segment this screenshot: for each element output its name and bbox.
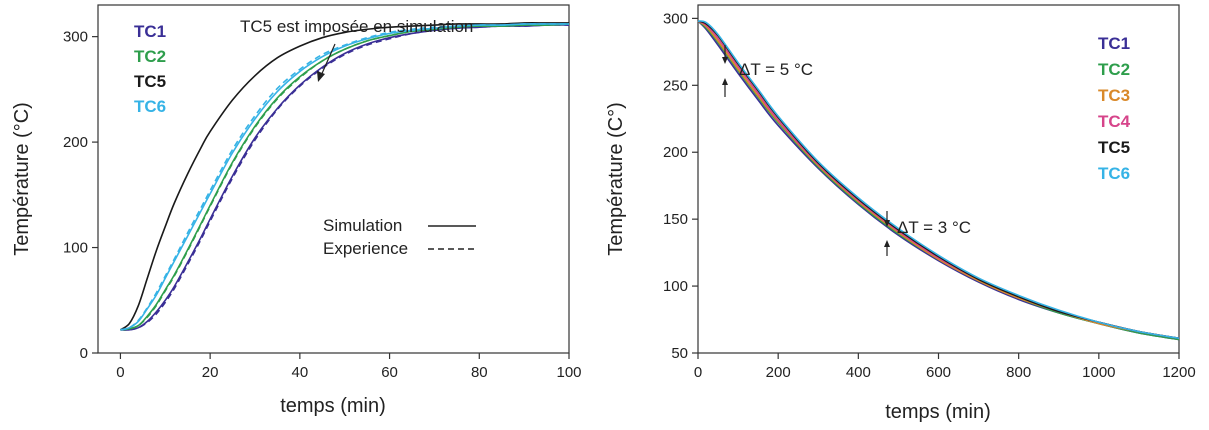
- y-ticks-right: 50 100 150 200 250 300: [663, 10, 698, 362]
- y-tick-label: 200: [663, 144, 688, 161]
- x-tick-label: 1200: [1162, 364, 1195, 381]
- legend-item-tc5: TC5: [134, 72, 166, 91]
- plot-frame-left: [97, 4, 570, 354]
- annotation-tc5-text: TC5 est imposée en simulation: [240, 17, 473, 36]
- x-tick-label: 200: [766, 364, 791, 381]
- legend-item-tc1: TC1: [134, 22, 166, 41]
- delta-5-arrowhead-top: [722, 57, 728, 64]
- delta-5-text: ΔT = 5 °C: [739, 60, 813, 79]
- y-tick-label: 0: [80, 345, 88, 362]
- y-tick-label: 100: [663, 278, 688, 295]
- legend-item-tc1: TC1: [1098, 34, 1130, 53]
- y-tick-label: 150: [663, 211, 688, 228]
- legend-item-tc5: TC5: [1098, 138, 1130, 157]
- y-ticks-left: 0 100 200 300: [63, 29, 98, 362]
- y-tick-label: 300: [663, 10, 688, 27]
- x-axis-title-left: temps (min): [280, 395, 386, 417]
- series-line-tc6: [697, 20, 1180, 340]
- annotation-tc5-arrowhead: [317, 71, 325, 82]
- x-tick-label: 80: [471, 364, 488, 381]
- delta-5-arrowhead-bottom: [722, 78, 728, 85]
- legend-item-tc6: TC6: [134, 97, 166, 116]
- x-tick-label: 100: [556, 364, 581, 381]
- series-left: [119, 22, 570, 331]
- x-tick-label: 800: [1006, 364, 1031, 381]
- x-tick-label: 1000: [1082, 364, 1115, 381]
- legend-item-tc4: TC4: [1098, 112, 1131, 131]
- annotation-delta-5: ΔT = 5 °C: [722, 45, 813, 97]
- series-line-tc2-simulation: [120, 23, 570, 331]
- y-tick-label: 100: [63, 240, 88, 257]
- series-line-tc6-simulation: [120, 23, 569, 331]
- annotation-delta-3: ΔT = 3 °C: [884, 211, 971, 256]
- legend-right: TC1 TC2 TC3 TC4 TC5 TC6: [1098, 34, 1131, 183]
- series-line-tc6-experience: [120, 23, 569, 331]
- annotation-tc5: TC5 est imposée en simulation: [240, 17, 473, 82]
- series-line-tc1-experience: [120, 24, 570, 331]
- legend-item-tc2: TC2: [1098, 60, 1130, 79]
- series-line-tc1-simulation: [120, 24, 570, 331]
- x-tick-label: 0: [694, 364, 702, 381]
- legend-item-tc2: TC2: [134, 47, 166, 66]
- delta-3-arrowhead-bottom: [884, 240, 890, 247]
- legend-item-tc6: TC6: [1098, 164, 1130, 183]
- x-tick-label: 60: [381, 364, 398, 381]
- series-line-tc2-experience: [120, 23, 570, 331]
- x-tick-label: 40: [292, 364, 309, 381]
- x-tick-label: 0: [116, 364, 124, 381]
- y-tick-label: 250: [663, 77, 688, 94]
- series-line-tc5-simulation: [119, 22, 569, 331]
- x-ticks-left: 0 20 40 60 80 100: [116, 353, 582, 381]
- x-ticks-right: 0 200 400 600 800 1000 1200: [694, 353, 1196, 381]
- delta-3-arrowhead-top: [884, 220, 890, 227]
- y-tick-label: 200: [63, 134, 88, 151]
- x-axis-title-right: temps (min): [885, 401, 991, 423]
- y-tick-label: 300: [63, 29, 88, 46]
- y-axis-title-right: Température (C°): [605, 102, 627, 256]
- x-tick-label: 600: [926, 364, 951, 381]
- x-tick-label: 20: [202, 364, 219, 381]
- x-tick-label: 400: [846, 364, 871, 381]
- series-right: [697, 20, 1180, 341]
- y-axis-title-left: Température (°C): [11, 102, 33, 256]
- legend-left: TC1 TC2 TC5 TC6: [134, 22, 166, 116]
- style-legend-experience-label: Experience: [323, 239, 408, 258]
- style-legend: Simulation Experience: [323, 216, 476, 258]
- chart-right: 0 200 400 600 800 1000 1200 50100150200250300 …: [605, 4, 1196, 423]
- delta-3-text: ΔT = 3 °C: [897, 218, 971, 237]
- annotation-tc5-arrow: [319, 43, 336, 79]
- style-legend-simulation-label: Simulation: [323, 216, 402, 235]
- chart-left: 0 20 40 60 80 100 0 100 200 300 temps (min) Temp…: [11, 4, 582, 417]
- legend-item-tc3: TC3: [1098, 86, 1130, 105]
- y-tick-label: 50: [671, 345, 688, 362]
